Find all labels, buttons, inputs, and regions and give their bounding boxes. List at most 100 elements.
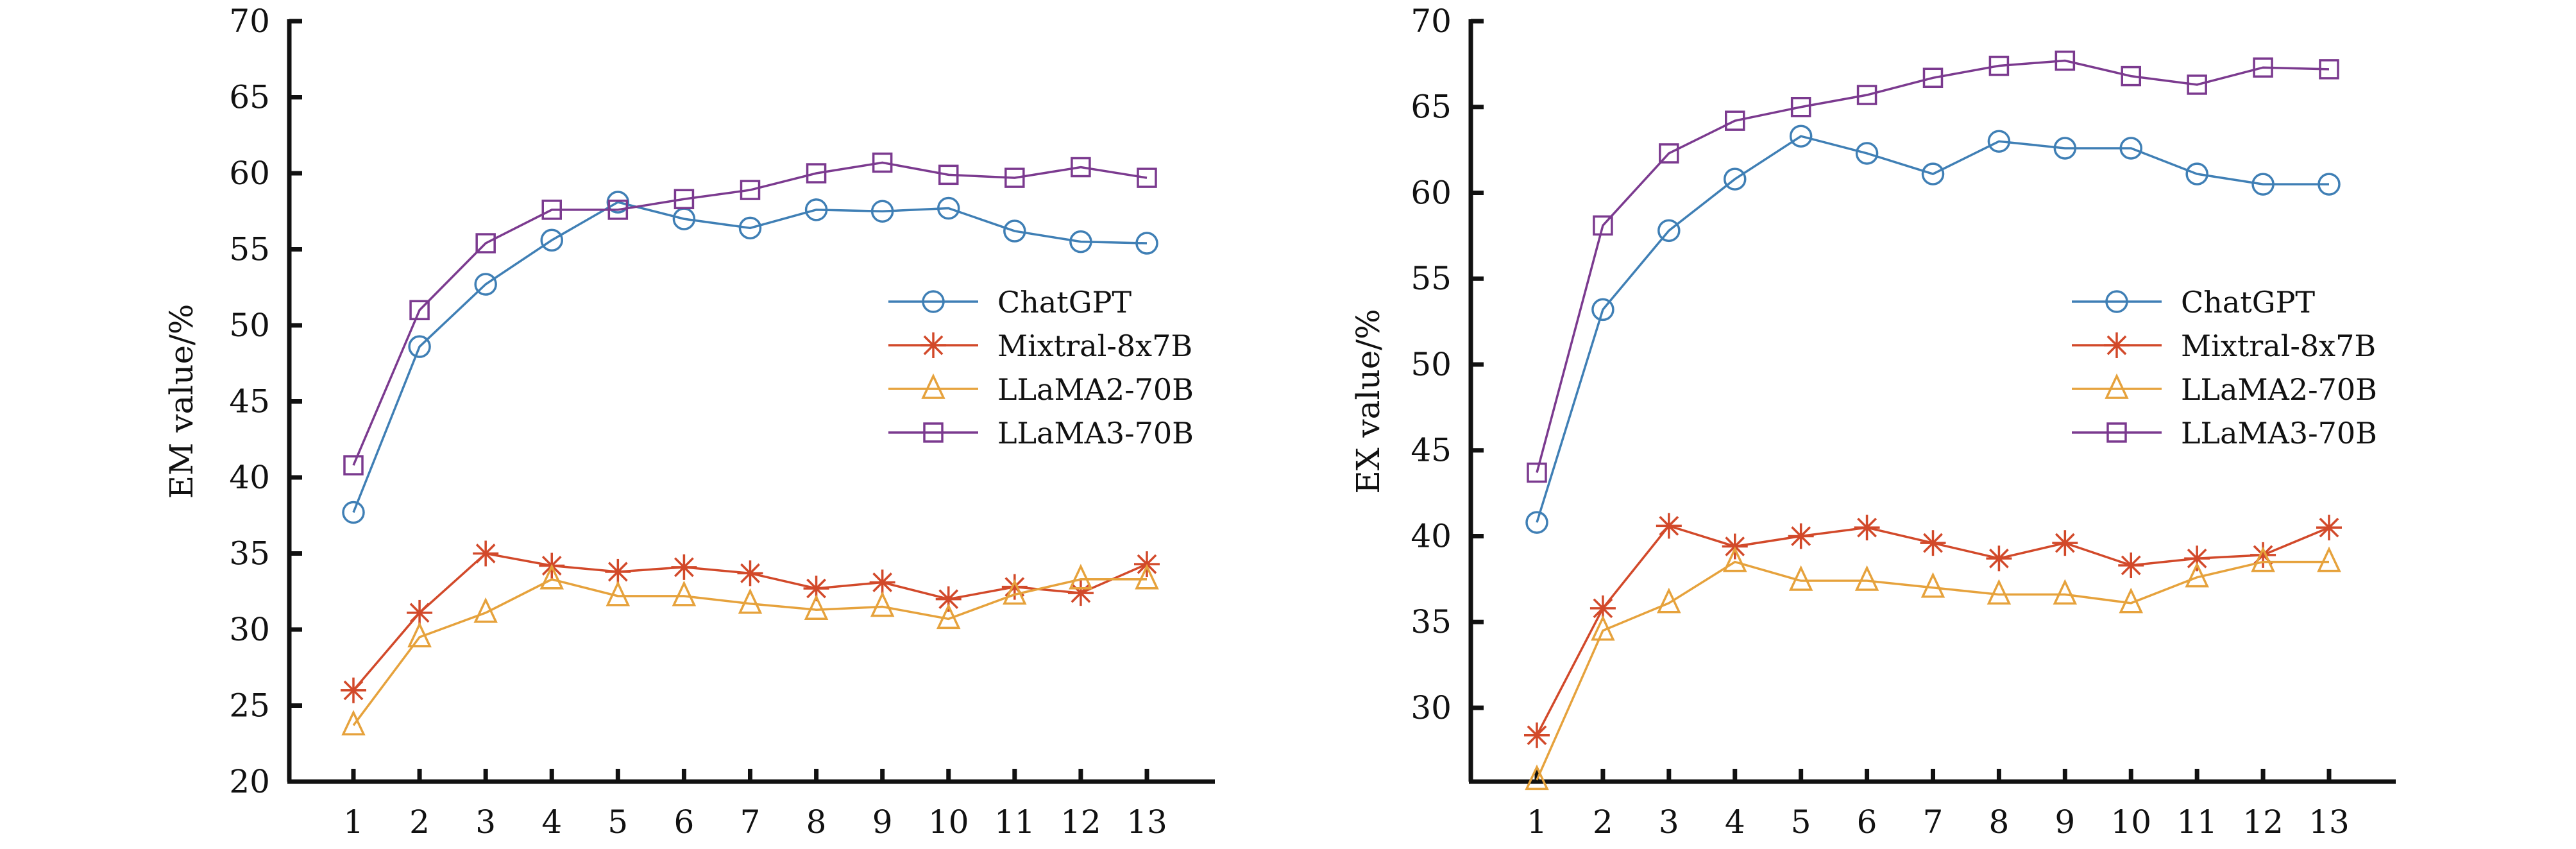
y-tick-label: 70 [229,3,270,40]
asterisk-stroke [1593,598,1613,619]
data-point-asterisk [803,576,829,602]
x-tick-label: 11 [994,803,1035,841]
series-mixtral-8x7b [1524,513,2342,748]
x-tick-label: 10 [928,803,969,841]
legend: ChatGPT Mixtral-8x7B LLaMA2-70B LLaMA3-70B [2072,285,2377,450]
data-point-square [872,152,893,173]
legend-marker-triangle [921,373,945,399]
asterisk-stroke [409,603,430,623]
y-tick-label: 70 [1411,3,1452,40]
x-tick-label: 5 [607,803,628,841]
data-point-circle [474,273,497,296]
data-point-square [1527,462,1547,483]
data-point-triangle [2053,579,2078,605]
data-point-triangle [672,580,697,606]
data-point-circle [937,196,960,220]
x-tick-label: 6 [674,803,695,841]
y-tick-label: 50 [1411,346,1452,383]
data-point-triangle [1003,579,1027,605]
y-tick-label: 65 [229,79,270,116]
asterisk-stroke [872,572,893,592]
data-point-triangle [1854,565,1879,591]
legend-label: ChatGPT [2181,285,2315,320]
data-point-asterisk [2184,545,2210,572]
data-point-asterisk [1524,722,1550,748]
legend-label: LLaMA3-70B [2181,416,2377,450]
data-point-triangle [1657,587,1681,613]
data-point-circle [1591,298,1614,322]
asterisk-stroke [1857,517,1877,538]
series-line [1536,135,2329,523]
data-point-circle [2185,162,2208,185]
legend-marker-circle [2105,290,2128,313]
data-point-circle [540,228,563,252]
legend-label: LLaMA2-70B [997,372,1194,407]
data-point-triangle [2119,587,2144,613]
data-point-circle [804,198,828,221]
series-line [1536,524,2330,736]
data-point-circle [1657,219,1681,243]
x-tick-label: 4 [1725,803,1745,841]
asterisk-stroke [475,544,496,563]
data-point-triangle [1920,572,1945,598]
asterisk-stroke [2055,533,2075,553]
y-tick-label: 25 [229,687,270,725]
data-point-triangle [1135,563,1159,590]
series-llama2-70b [1525,546,2341,791]
asterisk-stroke [2319,517,2339,538]
data-point-square [2319,59,2339,80]
data-point-triangle [1722,546,1747,572]
data-point-square [2121,65,2141,87]
chart-panel-ex: 30354045505560657012345678910111213sampl… [1350,3,2396,841]
data-point-asterisk [341,677,366,703]
x-tick-label: 9 [2055,803,2075,841]
data-point-triangle [1591,615,1615,641]
asterisk-stroke [806,578,826,599]
y-tick-label: 20 [229,763,270,800]
data-point-asterisk [1788,523,1814,549]
x-tick-label: 8 [806,803,827,841]
data-point-triangle [2185,562,2209,588]
data-point-triangle [341,710,366,736]
series-llama2-70b [341,563,1159,736]
asterisk-stroke [1527,725,1547,746]
data-point-circle [408,335,431,358]
y-tick-label: 40 [229,459,270,496]
legend-label: LLaMA3-70B [997,416,1194,450]
data-point-triangle [606,580,631,606]
legend-label: Mixtral-8x7B [2181,329,2376,363]
x-tick-label: 7 [1923,803,1944,841]
data-point-asterisk [737,560,763,587]
asterisk-stroke [923,335,944,356]
y-tick-label: 65 [1411,89,1452,126]
asterisk-stroke [740,563,760,583]
legend-marker-square [923,422,944,443]
data-point-asterisk [473,540,499,567]
legend-marker-asterisk [2104,332,2130,358]
data-point-circle [738,216,762,240]
data-point-asterisk [407,599,433,626]
data-point-square [1593,215,1613,236]
x-tick-label: 13 [2309,803,2350,841]
data-point-triangle [1525,764,1549,791]
data-point-square [1004,167,1025,188]
y-axis-title: EX value/% [1350,309,1387,493]
asterisk-stroke [2106,335,2127,356]
asterisk-stroke [343,680,364,701]
data-point-square [1725,110,1745,131]
data-point-square [409,300,430,321]
y-tick-label: 35 [229,535,270,572]
data-point-square [1137,167,1157,188]
data-point-square [541,200,562,220]
asterisk-stroke [674,557,694,578]
data-point-triangle [1987,579,2012,605]
series-llama3-70b [1527,50,2339,483]
series-line [352,201,1148,513]
legend-label: Mixtral-8x7B [997,329,1192,363]
data-point-asterisk [869,569,895,596]
asterisk-stroke [1659,516,1679,536]
data-point-circle [1987,130,2011,153]
x-tick-label: 5 [1791,803,1811,841]
x-tick-label: 3 [475,803,496,841]
y-tick-label: 30 [1411,689,1452,726]
